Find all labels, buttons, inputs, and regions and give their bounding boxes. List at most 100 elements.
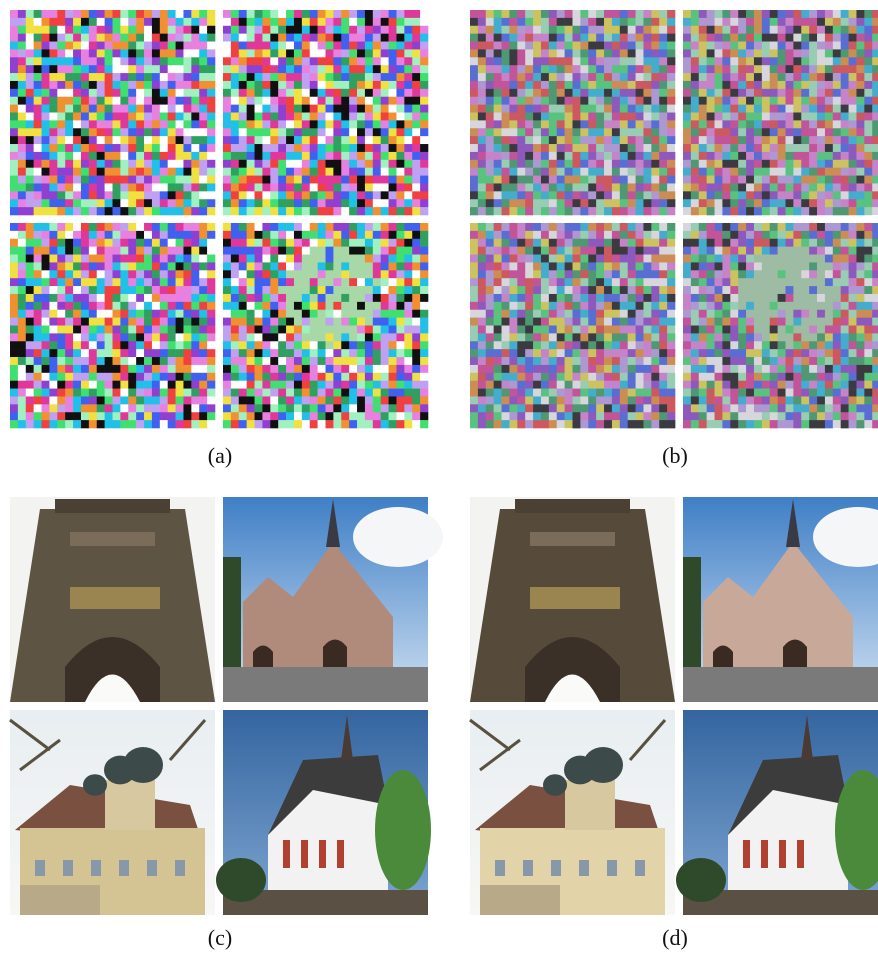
pixel <box>302 128 310 136</box>
pixel <box>349 18 357 26</box>
pixel <box>294 89 302 97</box>
pixel <box>404 97 412 105</box>
pixel <box>26 89 34 97</box>
pixel <box>120 183 128 191</box>
pixel <box>89 42 97 50</box>
pixel <box>404 176 412 184</box>
pixel <box>42 357 50 365</box>
pixel <box>81 381 89 389</box>
pixel <box>160 247 168 255</box>
pixel <box>65 183 73 191</box>
pixel <box>396 373 404 381</box>
pixel <box>97 294 105 302</box>
pixel <box>81 113 89 121</box>
pixel <box>389 18 397 26</box>
pixel <box>89 223 97 231</box>
pixel <box>318 120 326 128</box>
pixel <box>239 176 247 184</box>
pixel <box>113 42 121 50</box>
pixel <box>120 105 128 113</box>
pixel <box>247 255 255 263</box>
pixel <box>262 239 270 247</box>
pixel <box>152 318 160 326</box>
pixel <box>357 26 365 34</box>
pixel <box>270 168 278 176</box>
pixel <box>357 81 365 89</box>
pixel <box>73 207 81 215</box>
pixel <box>326 113 334 121</box>
pixel <box>183 318 191 326</box>
pixel <box>341 57 349 65</box>
pixel <box>262 223 270 231</box>
pixel <box>42 341 50 349</box>
pixel <box>239 294 247 302</box>
pixel <box>294 294 302 302</box>
pixel <box>341 152 349 160</box>
pixel <box>247 42 255 50</box>
pixel <box>294 113 302 121</box>
pixel <box>89 152 97 160</box>
pixel <box>199 349 207 357</box>
pixel <box>262 302 270 310</box>
pixel <box>389 389 397 397</box>
pixel <box>34 270 42 278</box>
pixel <box>49 389 57 397</box>
pixel <box>57 404 65 412</box>
pixel <box>120 26 128 34</box>
pixel <box>247 231 255 239</box>
pixel <box>18 183 26 191</box>
pixel <box>128 207 136 215</box>
pixel <box>357 176 365 184</box>
pixel <box>310 105 318 113</box>
pixel <box>10 396 18 404</box>
pixel <box>278 318 286 326</box>
pixel <box>26 239 34 247</box>
pixel <box>120 160 128 168</box>
pixel <box>191 152 199 160</box>
pixel <box>255 128 263 136</box>
pixel <box>18 42 26 50</box>
pixel <box>310 136 318 144</box>
pixel <box>341 341 349 349</box>
pixel <box>404 57 412 65</box>
pixel <box>176 231 184 239</box>
pixel <box>199 420 207 428</box>
pixel <box>49 404 57 412</box>
pixel <box>57 18 65 26</box>
pixel <box>128 247 136 255</box>
pixel <box>318 373 326 381</box>
pixel <box>396 81 404 89</box>
pixel <box>396 89 404 97</box>
pixel <box>97 396 105 404</box>
pixel <box>278 404 286 412</box>
pixel <box>97 357 105 365</box>
pixel <box>365 18 373 26</box>
pixel <box>207 396 215 404</box>
pixel <box>65 278 73 286</box>
pixel <box>49 278 57 286</box>
pixel <box>73 160 81 168</box>
pixel <box>255 113 263 121</box>
pixel <box>160 278 168 286</box>
pixel <box>239 128 247 136</box>
pixel <box>183 89 191 97</box>
pixel <box>310 160 318 168</box>
pixel <box>34 89 42 97</box>
pixel <box>341 65 349 73</box>
pixel <box>199 81 207 89</box>
pixel <box>318 326 326 334</box>
pixel <box>278 231 286 239</box>
pixel <box>365 310 373 318</box>
pixel <box>113 286 121 294</box>
pixel <box>326 81 334 89</box>
pixel <box>65 65 73 73</box>
pixel <box>65 412 73 420</box>
pixel <box>152 160 160 168</box>
pixel <box>113 373 121 381</box>
pixel <box>191 341 199 349</box>
pixel <box>389 412 397 420</box>
pixel <box>223 18 231 26</box>
pixel <box>349 65 357 73</box>
pixel <box>302 65 310 73</box>
pixel <box>42 57 50 65</box>
